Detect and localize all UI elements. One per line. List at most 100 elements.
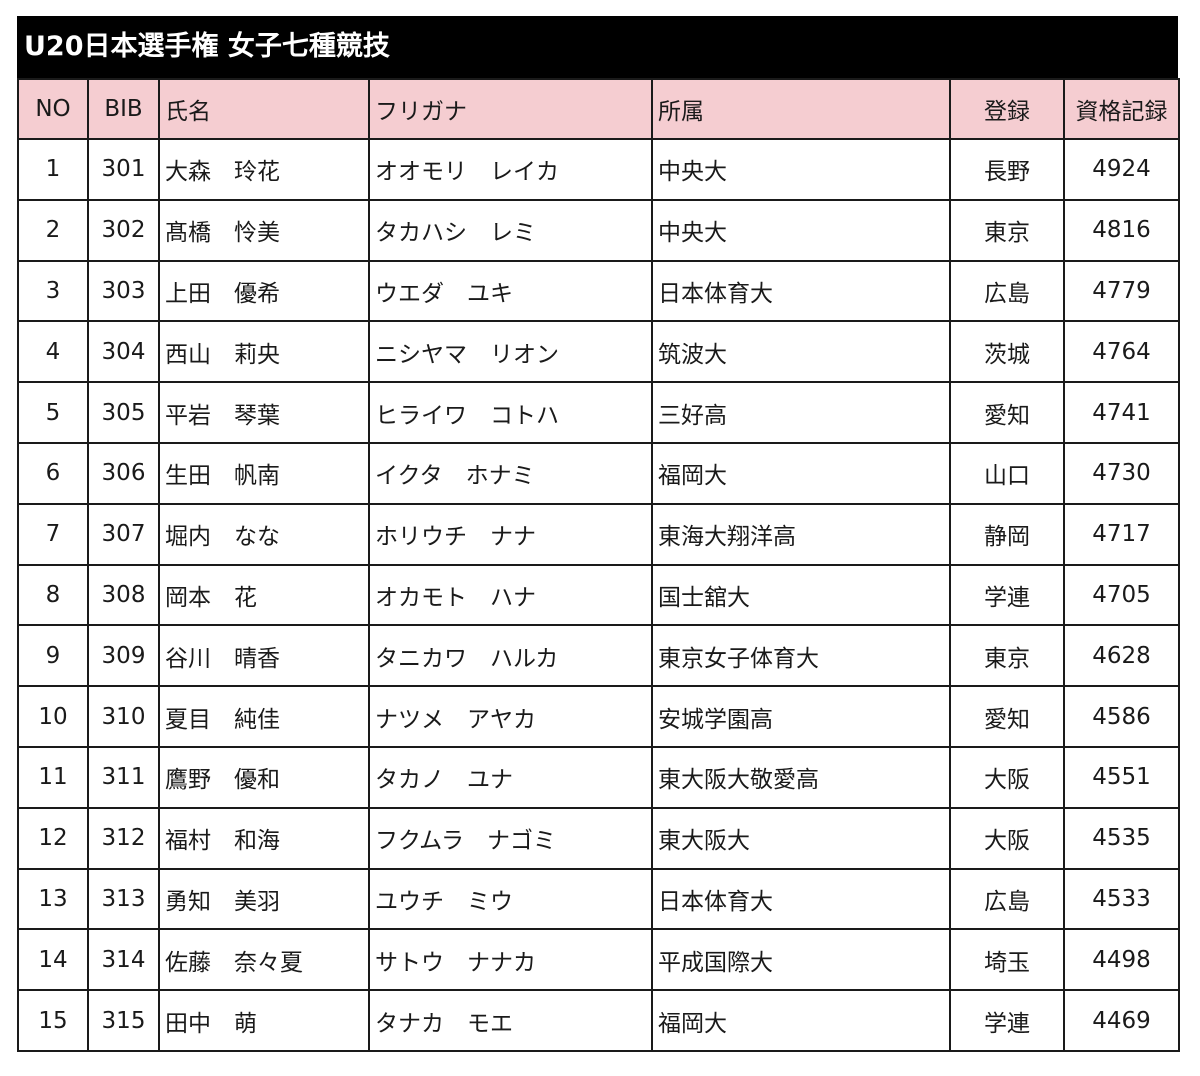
cell-name: 谷川 晴香: [158, 624, 370, 688]
cell-name: 髙橋 怜美: [158, 198, 370, 262]
cell-registration: 広島: [949, 867, 1065, 931]
table-row: 7 307 堀内 なな ホリウチ ナナ 東海大翔洋高 静岡 4717: [17, 502, 1180, 566]
header-row: NO BIB 氏名 フリガナ 所属 登録 資格記録: [17, 78, 1180, 140]
cell-kana: タカノ ユナ: [368, 745, 653, 809]
cell-affiliation: 福岡大: [651, 989, 951, 1052]
cell-affiliation: 中央大: [651, 198, 951, 262]
cell-no: 11: [17, 745, 89, 809]
cell-affiliation: 日本体育大: [651, 867, 951, 931]
cell-kana: オオモリ レイカ: [368, 138, 653, 201]
cell-no: 12: [17, 806, 89, 870]
cell-no: 7: [17, 502, 89, 566]
cell-registration: 愛知: [949, 685, 1065, 748]
cell-bib: 313: [87, 867, 160, 931]
table-row: 11 311 鷹野 優和 タカノ ユナ 東大阪大敬愛高 大阪 4551: [17, 745, 1180, 809]
header-kana: フリガナ: [368, 78, 653, 140]
cell-name: 平岩 琴葉: [158, 381, 370, 444]
cell-kana: ナツメ アヤカ: [368, 685, 653, 748]
cell-no: 9: [17, 624, 89, 688]
cell-affiliation: 国士舘大: [651, 563, 951, 627]
cell-bib: 305: [87, 381, 160, 444]
cell-registration: 静岡: [949, 502, 1065, 566]
cell-bib: 310: [87, 685, 160, 748]
table-body: 1 301 大森 玲花 オオモリ レイカ 中央大 長野 4924 2 302 髙橋 怜美 タカハシ …: [17, 138, 1180, 1052]
cell-registration: 長野: [949, 138, 1065, 201]
cell-no: 14: [17, 928, 89, 992]
cell-no: 6: [17, 441, 89, 505]
cell-record: 4586: [1063, 685, 1180, 748]
cell-registration: 学連: [949, 989, 1065, 1052]
cell-affiliation: 筑波大: [651, 320, 951, 384]
cell-record: 4779: [1063, 259, 1180, 323]
table-row: 15 315 田中 萌タナカ モエ 福岡大 学連 4469: [17, 989, 1180, 1052]
cell-kana: タカハシ レミ: [368, 198, 653, 262]
cell-affiliation: 平成国際大: [651, 928, 951, 992]
cell-registration: 山口: [949, 441, 1065, 505]
cell-name: 上田 優希: [158, 259, 370, 323]
cell-bib: 302: [87, 198, 160, 262]
cell-bib: 303: [87, 259, 160, 323]
entry-table: NO BIB 氏名 フリガナ 所属 登録 資格記録 1 301 大森 玲花 オオモリ …: [17, 78, 1180, 1052]
cell-bib: 312: [87, 806, 160, 870]
cell-no: 5: [17, 381, 89, 444]
table-row: 5 305 平岩 琴葉 ヒライワ コトハ 三好高 愛知 4741: [17, 381, 1180, 444]
table-row: 4 304 西山 莉央 ニシヤマ リオン 筑波大 茨城 4764: [17, 320, 1180, 384]
cell-kana: ホリウチ ナナ: [368, 502, 653, 566]
cell-bib: 311: [87, 745, 160, 809]
cell-affiliation: 東大阪大敬愛高: [651, 745, 951, 809]
cell-affiliation: 日本体育大: [651, 259, 951, 323]
cell-kana: ユウチ ミウ: [368, 867, 653, 931]
header-bib: BIB: [87, 78, 160, 140]
cell-registration: 大阪: [949, 745, 1065, 809]
cell-record: 4498: [1063, 928, 1180, 992]
cell-kana: ウエダ ユキ: [368, 259, 653, 323]
cell-bib: 307: [87, 502, 160, 566]
table-row: 3 303 上田 優希 ウエダ ユキ 日本体育大 広島 4779: [17, 259, 1180, 323]
cell-record: 4551: [1063, 745, 1180, 809]
cell-affiliation: 安城学園高: [651, 685, 951, 748]
cell-bib: 306: [87, 441, 160, 505]
table-header: NO BIB 氏名 フリガナ 所属 登録 資格記録: [17, 78, 1180, 140]
cell-kana: タナカ モエ: [368, 989, 653, 1052]
cell-name: 堀内 なな: [158, 502, 370, 566]
cell-bib: 308: [87, 563, 160, 627]
cell-bib: 309: [87, 624, 160, 688]
cell-registration: 東京: [949, 198, 1065, 262]
table-row: 6 306 生田 帆南 イクタ ホナミ 福岡大 山口 4730: [17, 441, 1180, 505]
cell-record: 4533: [1063, 867, 1180, 931]
cell-no: 13: [17, 867, 89, 931]
cell-bib: 314: [87, 928, 160, 992]
cell-registration: 大阪: [949, 806, 1065, 870]
cell-registration: 愛知: [949, 381, 1065, 444]
cell-record: 4628: [1063, 624, 1180, 688]
cell-no: 4: [17, 320, 89, 384]
cell-affiliation: 三好高: [651, 381, 951, 444]
cell-affiliation: 東海大翔洋高: [651, 502, 951, 566]
cell-affiliation: 中央大: [651, 138, 951, 201]
header-name: 氏名: [158, 78, 370, 140]
table-row: 8 308 岡本 花オカモト ハナ 国士舘大 学連 4705: [17, 563, 1180, 627]
cell-record: 4717: [1063, 502, 1180, 566]
cell-name: 大森 玲花: [158, 138, 370, 201]
cell-kana: ニシヤマ リオン: [368, 320, 653, 384]
cell-name: 西山 莉央: [158, 320, 370, 384]
cell-kana: タニカワ ハルカ: [368, 624, 653, 688]
table-row: 14 314 佐藤 奈々夏 サトウ ナナカ 平成国際大 埼玉 4498: [17, 928, 1180, 992]
cell-record: 4730: [1063, 441, 1180, 505]
cell-kana: イクタ ホナミ: [368, 441, 653, 505]
entry-sheet: U20日本選手権 女子七種競技 NO BIB 氏名 フリガナ 所属 登録 資格記…: [17, 16, 1180, 1052]
cell-no: 3: [17, 259, 89, 323]
cell-no: 2: [17, 198, 89, 262]
cell-no: 1: [17, 138, 89, 201]
cell-record: 4741: [1063, 381, 1180, 444]
cell-affiliation: 東大阪大: [651, 806, 951, 870]
header-record: 資格記録: [1063, 78, 1180, 140]
cell-no: 15: [17, 989, 89, 1052]
cell-record: 4705: [1063, 563, 1180, 627]
cell-bib: 315: [87, 989, 160, 1052]
table-row: 9 309 谷川 晴香 タニカワ ハルカ 東京女子体育大 東京 4628: [17, 624, 1180, 688]
header-registration: 登録: [949, 78, 1065, 140]
table-row: 1 301 大森 玲花 オオモリ レイカ 中央大 長野 4924: [17, 138, 1180, 201]
table-row: 10 310 夏目 純佳 ナツメ アヤカ 安城学園高 愛知 4586: [17, 685, 1180, 748]
cell-record: 4924: [1063, 138, 1180, 201]
